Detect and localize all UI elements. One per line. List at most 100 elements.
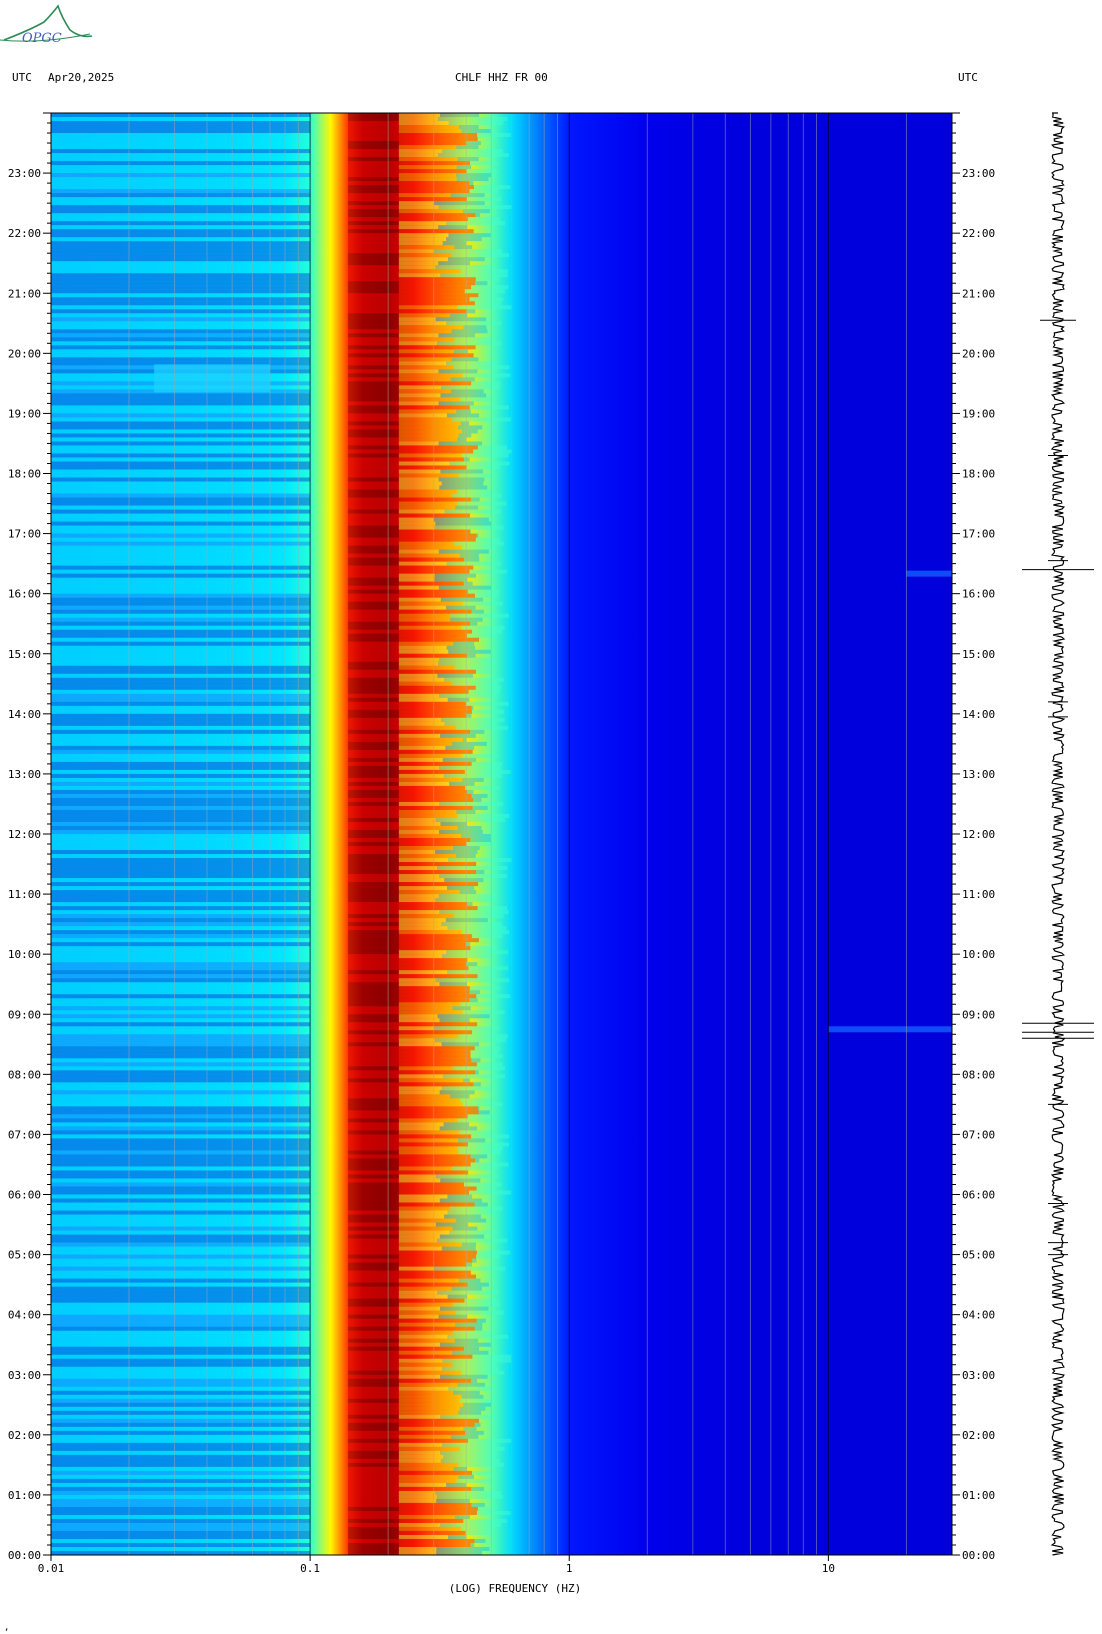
spectrogram-streak (398, 1106, 479, 1111)
spectrogram-streak (347, 641, 399, 646)
spectrogram-streak (398, 673, 438, 678)
spectrogram-streak (473, 1082, 481, 1087)
spectrogram-streak (51, 1266, 311, 1271)
spectrogram-streak (347, 133, 399, 138)
spectrogram-streak (51, 994, 311, 999)
spectrogram-streak (398, 1194, 448, 1199)
spectrogram-streak (347, 501, 399, 506)
spectrogram-streak (453, 1330, 492, 1335)
spectrogram-streak (51, 497, 311, 502)
spectrogram-streak (475, 685, 501, 690)
spectrogram-streak (51, 1326, 311, 1331)
spectrogram-streak (438, 1314, 468, 1319)
spectrogram-streak (398, 497, 471, 502)
spectrogram-streak (347, 549, 399, 554)
spectrogram-streak (466, 169, 498, 174)
spectrogram-streak (446, 886, 475, 891)
spectrogram-streak (476, 1510, 511, 1515)
spectrogram-streak (438, 441, 483, 446)
spectrogram-streak (347, 349, 399, 354)
spectrogram-streak (398, 661, 439, 666)
spectrogram-streak (347, 157, 399, 162)
spectrogram-streak (347, 765, 399, 770)
spectrogram-streak (440, 273, 508, 278)
spectrogram-streak (398, 1430, 466, 1435)
spectrogram-streak (347, 1434, 399, 1439)
spectrogram-streak (51, 1454, 311, 1459)
spectrogram-streak (447, 970, 496, 975)
spectrogram-streak (398, 938, 479, 943)
spectrogram-streak (451, 389, 484, 394)
spectrogram-streak (439, 1126, 478, 1131)
time-tick-label: 10:00 (8, 948, 41, 961)
spectrogram-streak (51, 205, 311, 210)
spectrogram-streak (51, 1226, 311, 1231)
spectrogram-streak (398, 1014, 438, 1019)
spectrogram-streak (51, 1022, 311, 1027)
time-tick-label: 21:00 (8, 287, 41, 300)
spectrogram-streak (398, 225, 439, 230)
spectrogram-streak (398, 1318, 477, 1323)
spectrogram-streak (347, 922, 399, 927)
spectrogram-streak (51, 1534, 311, 1539)
spectrogram-streak (453, 641, 475, 646)
spectrogram-streak (347, 1246, 399, 1251)
spectrogram-streak (398, 1026, 435, 1031)
spectrogram-streak (398, 1518, 464, 1523)
spectrogram-streak (51, 1382, 311, 1387)
spectrogram-streak (398, 577, 435, 582)
spectrogram-streak (398, 1186, 477, 1191)
spectrogram-streak (398, 1002, 461, 1007)
spectrogram-streak (347, 1042, 399, 1047)
spectrogram-streak (51, 309, 311, 314)
spectrogram-streak (464, 1346, 480, 1351)
spectrogram-streak (455, 1322, 483, 1327)
spectrogram-streak (446, 950, 509, 955)
spectrogram-streak (471, 1502, 485, 1507)
spectrogram-streak (347, 317, 399, 322)
spectrogram-streak (51, 125, 311, 130)
time-tick-label: 08:00 (8, 1068, 41, 1081)
spectrogram-streak (456, 165, 472, 170)
spectrogram-streak (398, 922, 442, 927)
time-tick-label: 21:00 (962, 287, 995, 300)
spectrogram-streak (476, 1186, 494, 1191)
spectrogram-streak (459, 1398, 496, 1403)
spectrogram-streak (398, 617, 451, 622)
spectrogram-streak (347, 866, 399, 871)
spectrogram-streak (475, 669, 493, 674)
spectrogram-streak (347, 986, 399, 991)
spectrogram-streak (448, 858, 512, 863)
spectrogram-streak (398, 1286, 452, 1291)
spectrogram-streak (51, 1078, 311, 1083)
spectrogram-streak (398, 645, 447, 650)
time-tick-label: 22:00 (962, 227, 995, 240)
spectrogram-streak (398, 1406, 460, 1411)
spectrogram-streak (452, 741, 487, 746)
spectrogram-streak (471, 1058, 481, 1063)
spectrogram-streak (347, 197, 399, 202)
spectrogram-streak (440, 1374, 488, 1379)
spectrogram-streak (398, 809, 457, 814)
spectrogram-streak (398, 825, 458, 830)
spectrogram-streak (51, 970, 311, 975)
spectrogram-background (51, 113, 952, 1555)
spectrogram-streak (398, 1114, 468, 1119)
spectrogram-streak (398, 429, 462, 434)
spectrogram-streak (51, 1234, 311, 1239)
spectrogram-streak (433, 517, 489, 522)
spectrogram-streak (51, 621, 311, 626)
header-station: CHLF HHZ FR 00 (455, 71, 548, 84)
spectrogram-streak (347, 1166, 399, 1171)
spectrogram-streak (398, 341, 438, 346)
spectrogram-streak (398, 561, 447, 566)
time-tick-label: 11:00 (8, 888, 41, 901)
spectrogram-streak (398, 1182, 464, 1187)
spectrogram-streak (347, 1242, 399, 1247)
spectrogram-streak (347, 329, 399, 334)
spectrogram-streak (347, 1178, 399, 1183)
spectrogram-streak (398, 1490, 436, 1495)
spectrogram-streak (398, 705, 472, 710)
spectrogram-streak (398, 289, 465, 294)
spectrogram-streak (471, 381, 501, 386)
